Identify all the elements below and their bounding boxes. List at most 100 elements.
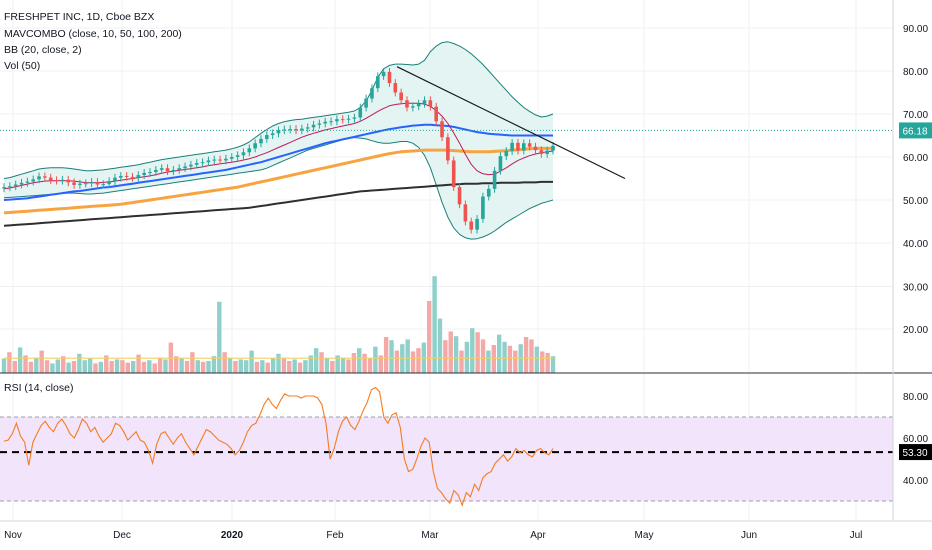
candle-body [411, 106, 415, 108]
time-tick-label: Apr [530, 530, 546, 541]
volume-bar [254, 361, 260, 373]
candle-body [387, 71, 392, 84]
candle-body [89, 181, 94, 184]
volume-bar [427, 301, 432, 373]
candle [270, 129, 275, 139]
candle [539, 146, 544, 158]
candle [545, 146, 549, 158]
time-tick-label: 2020 [221, 530, 244, 541]
volume-bar [276, 353, 281, 373]
candle-body [457, 187, 462, 205]
candle-body [259, 138, 263, 144]
candle-body [469, 221, 474, 230]
candle-body [440, 121, 444, 138]
price-tick-label: 70.00 [903, 110, 928, 121]
volume-bar [480, 339, 486, 373]
rsi-band [0, 417, 893, 501]
indicator-mavcombo[interactable]: MAVCOMBO (close, 10, 50, 100, 200) [4, 28, 182, 40]
volume-bar [513, 350, 518, 373]
candle-body [113, 177, 117, 182]
candle [335, 115, 339, 126]
candle [200, 158, 205, 167]
indicator-vol[interactable]: Vol (50) [4, 60, 40, 72]
candle-body [72, 182, 76, 185]
volume-bar [383, 337, 389, 373]
indicator-rsi[interactable]: RSI (14, close) [4, 382, 73, 394]
volume-bar [389, 340, 394, 373]
rsi-tick-label: 40.00 [903, 476, 928, 487]
candle [434, 102, 438, 126]
candle-body [101, 184, 106, 186]
candle [475, 215, 479, 234]
candle [346, 114, 351, 124]
candle [119, 172, 123, 182]
volume-tick-label: 20.00 [903, 325, 928, 336]
candle-body [317, 123, 322, 125]
candle-body [504, 150, 509, 157]
candle-body [43, 176, 47, 178]
candle-body [247, 148, 252, 153]
volume-bar [491, 345, 496, 373]
candle-body [498, 156, 503, 171]
candle [124, 172, 129, 181]
volume-bar [313, 348, 319, 373]
candle-body [78, 183, 82, 185]
candle [148, 168, 152, 177]
candle [159, 164, 164, 174]
candle [107, 177, 111, 188]
candle-body [189, 164, 193, 167]
candle [352, 113, 357, 123]
volume-bar [147, 360, 152, 373]
volume-bar [260, 360, 265, 373]
candle-body [229, 157, 234, 159]
price-tick-label: 50.00 [903, 196, 928, 207]
candle [422, 96, 427, 108]
volume-bar [157, 357, 163, 373]
candle [183, 162, 187, 173]
volume-bar [432, 276, 437, 373]
volume-bar [233, 361, 238, 373]
candle [399, 88, 403, 105]
volume-bar [523, 337, 529, 373]
volume-bar [340, 357, 346, 373]
candle-body [270, 133, 275, 136]
candle-body [130, 176, 135, 178]
candle-body [107, 181, 111, 185]
volume-bar [443, 340, 448, 373]
volume-bar [507, 345, 513, 373]
candle-body [165, 168, 170, 172]
candle [142, 169, 146, 179]
candle [154, 166, 158, 176]
candle-body [224, 158, 228, 161]
candle [113, 173, 117, 185]
volume-bar [28, 361, 34, 373]
candle-body [159, 168, 164, 170]
candle-body [265, 135, 269, 139]
volume-bar [50, 363, 55, 373]
candle [60, 175, 65, 185]
volume-bar [55, 359, 61, 373]
candle-body [335, 119, 339, 122]
bollinger-upper [3, 41, 554, 179]
candle-body [54, 180, 59, 182]
volume-bar [464, 341, 470, 373]
volume-bar [550, 356, 556, 373]
volume-bar [475, 332, 480, 373]
candle-body [405, 100, 409, 108]
indicator-bb[interactable]: BB (20, close, 2) [4, 44, 82, 56]
volume-bar [335, 355, 340, 373]
candle [393, 79, 398, 97]
candle [364, 94, 368, 112]
volume-bar [200, 361, 206, 373]
candle [171, 166, 176, 176]
candle-body [235, 155, 240, 157]
candle-body [60, 179, 65, 181]
candle-body [66, 179, 71, 183]
candle-body [375, 76, 380, 89]
volume-bar [502, 341, 507, 373]
candle [101, 180, 106, 189]
candle [305, 123, 310, 133]
candle-body [194, 163, 199, 165]
volume-bar [448, 331, 453, 373]
